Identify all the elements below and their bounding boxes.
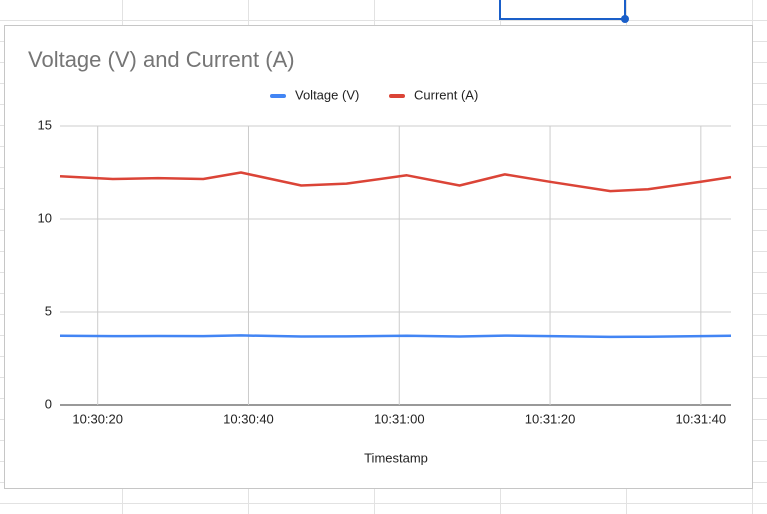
y-tick-label: 0 [45,396,52,411]
legend-label: Voltage (V) [295,87,359,102]
y-tick-label: 5 [45,303,52,318]
cell-selection [499,0,626,20]
x-tick-label: 10:30:40 [223,411,274,426]
y-tick-label: 10 [38,210,52,225]
legend-label: Current (A) [414,87,478,102]
chart-title: Voltage (V) and Current (A) [28,47,295,72]
series-line [59,171,732,193]
x-tick-label: 10:31:40 [676,411,727,426]
chart-frame[interactable] [4,25,753,489]
y-tick-label: 15 [38,117,52,132]
selection-handle[interactable] [621,15,629,23]
x-tick-label: 10:30:20 [72,411,123,426]
x-axis-title: Timestamp [364,450,428,465]
plot: 0 5 10 15 10:30:20 10:30:40 10:31:00 10:31:20 10… [38,87,732,426]
x-tick-label: 10:31:00 [374,411,425,426]
legend-swatch [270,94,286,98]
legend-swatch [389,94,405,98]
x-tick-label: 10:31:20 [525,411,576,426]
series-line [59,334,732,339]
